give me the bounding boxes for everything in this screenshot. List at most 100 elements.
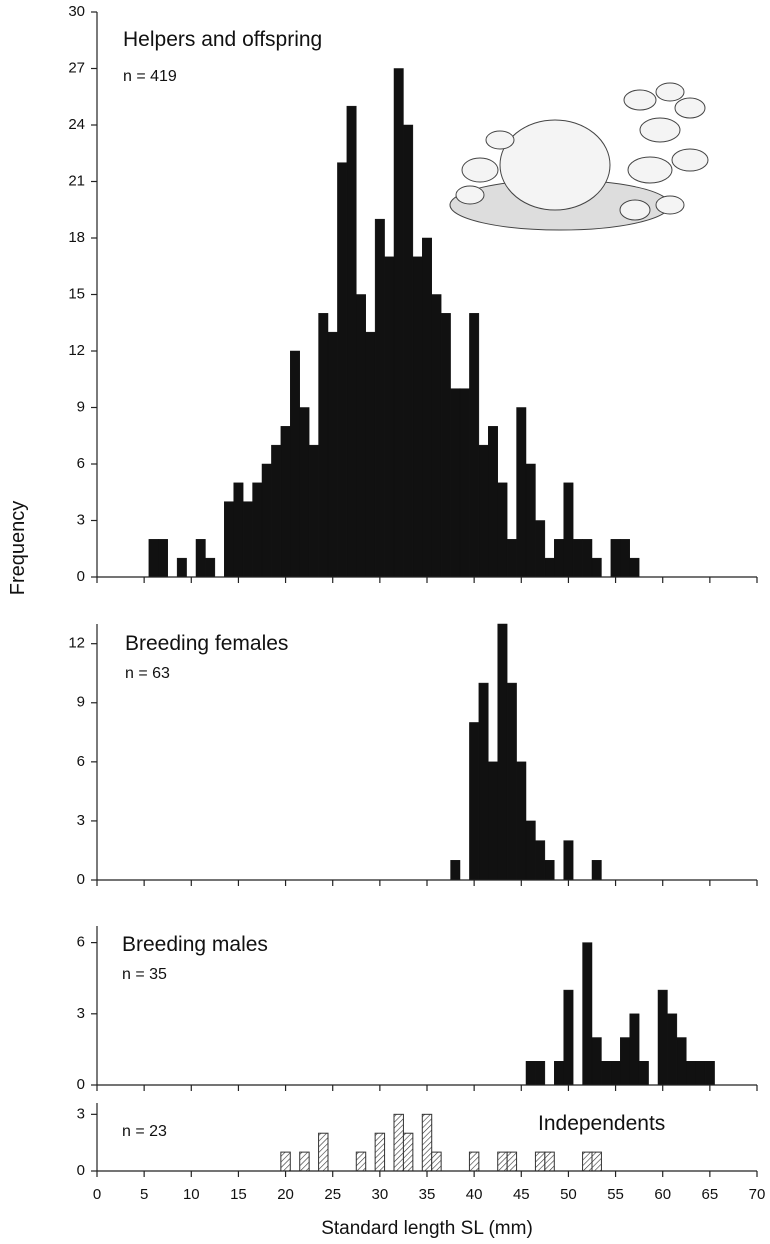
bar	[205, 557, 216, 578]
y-tick-label: 3	[77, 1105, 85, 1122]
bar	[365, 331, 376, 578]
bar	[224, 501, 234, 578]
bar	[290, 350, 300, 578]
x-tick-label: 35	[419, 1186, 436, 1203]
bar	[525, 1061, 536, 1086]
bar	[488, 761, 498, 881]
y-tick-label: 12	[68, 635, 85, 652]
bar	[582, 1151, 593, 1172]
bar	[525, 463, 536, 578]
x-tick-label: 45	[513, 1186, 530, 1203]
bar	[337, 162, 348, 578]
bar	[271, 444, 282, 578]
bar	[469, 313, 480, 578]
bar	[525, 820, 536, 881]
bar	[620, 539, 630, 578]
bar	[506, 1151, 518, 1172]
bar	[468, 1151, 480, 1172]
y-tick-label: 0	[77, 568, 85, 585]
bar	[356, 294, 366, 578]
bar	[591, 1037, 602, 1086]
bar	[393, 68, 404, 578]
x-tick-label: 10	[183, 1186, 200, 1203]
bar	[355, 1151, 367, 1172]
bar	[695, 1061, 706, 1086]
bar	[686, 1061, 696, 1086]
bar	[374, 1132, 386, 1172]
bar	[422, 237, 432, 578]
bar	[327, 331, 338, 578]
bar	[233, 482, 244, 578]
y-tick-label: 12	[68, 342, 85, 359]
y-tick-label: 18	[68, 229, 85, 246]
bar	[554, 1061, 564, 1086]
bar	[638, 1061, 649, 1086]
bar	[450, 860, 461, 881]
x-axis-label: Standard length SL (mm)	[321, 1218, 533, 1239]
sample-size: n = 63	[125, 665, 170, 682]
bar	[544, 860, 555, 881]
bar	[384, 256, 395, 578]
bar	[535, 840, 546, 881]
bar	[393, 1113, 404, 1172]
y-tick-label: 3	[77, 511, 85, 528]
y-tick-label: 9	[77, 398, 85, 415]
bar	[676, 1037, 687, 1086]
x-tick-label: 70	[749, 1186, 766, 1203]
y-tick-label: 0	[77, 871, 85, 888]
bar	[563, 840, 574, 881]
panel-title: Independents	[538, 1112, 665, 1135]
bar	[459, 388, 470, 578]
bar	[506, 539, 517, 578]
y-tick-label: 9	[77, 694, 85, 711]
bar	[544, 1151, 555, 1172]
bar	[431, 1151, 442, 1172]
y-tick-label: 21	[68, 172, 85, 189]
bar	[506, 682, 517, 881]
bar	[421, 1113, 433, 1172]
y-axis-label: Frequency	[7, 501, 29, 596]
bar	[280, 1151, 291, 1172]
bar	[403, 124, 414, 578]
y-tick-label: 3	[77, 812, 85, 829]
panel-title: Breeding females	[125, 632, 288, 655]
bar	[544, 557, 555, 578]
x-tick-label: 25	[324, 1186, 341, 1203]
bar	[535, 520, 546, 578]
y-tick-label: 15	[68, 285, 85, 302]
y-tick-label: 6	[77, 934, 85, 951]
bar	[148, 539, 159, 578]
sample-size: n = 23	[122, 1123, 167, 1140]
bar	[318, 313, 329, 578]
x-tick-label: 40	[466, 1186, 483, 1203]
bar	[582, 942, 593, 1086]
y-tick-label: 30	[68, 3, 85, 20]
panel-title: Helpers and offspring	[123, 28, 322, 51]
illustration	[449, 82, 709, 231]
bar	[469, 722, 480, 881]
bar	[516, 407, 527, 578]
bar	[629, 1013, 640, 1086]
bar	[582, 539, 593, 578]
bar	[488, 426, 498, 578]
bar	[412, 256, 423, 578]
bar	[176, 557, 187, 578]
bar	[308, 444, 319, 578]
bar	[610, 1061, 621, 1086]
bar	[629, 557, 640, 578]
bar	[374, 218, 385, 578]
bar	[591, 860, 602, 881]
bar	[478, 444, 489, 578]
bar	[299, 1151, 310, 1172]
bar	[497, 482, 508, 578]
bar	[572, 539, 583, 578]
bar	[478, 682, 489, 881]
bar	[318, 1132, 329, 1172]
bar	[450, 388, 461, 578]
y-tick-label: 24	[68, 116, 85, 133]
sample-size: n = 35	[122, 966, 167, 983]
bar	[440, 313, 451, 578]
bar	[242, 501, 253, 578]
bar	[620, 1037, 630, 1086]
panel-title: Breeding males	[122, 933, 268, 956]
